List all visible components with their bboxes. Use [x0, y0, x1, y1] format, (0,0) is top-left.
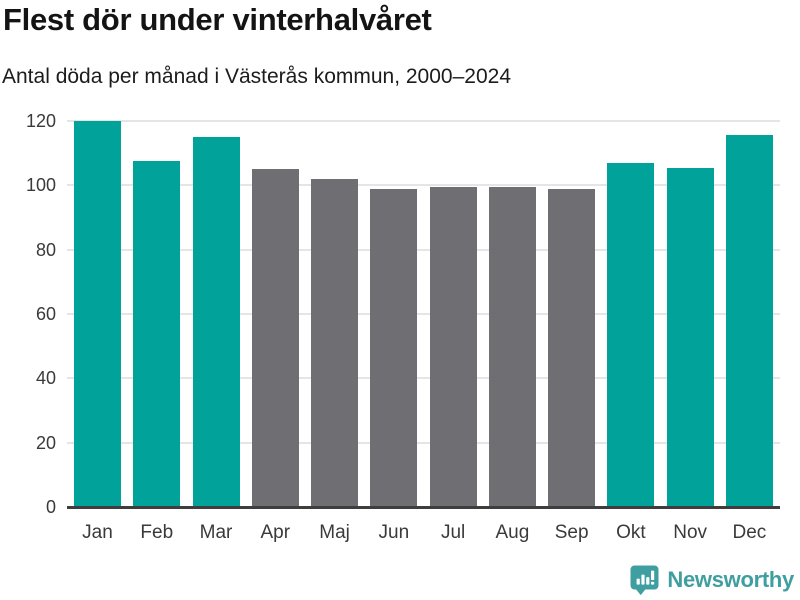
newsworthy-speech-bubble-bar-chart-icon [629, 564, 660, 595]
x-tick-label-feb: Feb [140, 522, 174, 543]
newsworthy-wordmark: Newsworthy [667, 566, 794, 592]
bar-cell-jun: Jun [370, 121, 418, 543]
bar-apr [251, 169, 299, 507]
gridline-100 [67, 184, 780, 187]
x-tick-label-dec: Dec [732, 522, 767, 543]
y-tick-label-0: 0 [45, 497, 56, 517]
bar-nov [666, 167, 714, 507]
bar-dec [725, 135, 773, 507]
x-tick-label-nov: Nov [673, 522, 708, 543]
chart-subtitle: Antal döda per månad i Västerås kommun, … [2, 65, 511, 88]
bar-mar [192, 137, 240, 507]
x-tick-label-okt: Okt [616, 522, 646, 543]
bar-maj [311, 178, 359, 507]
bar-cell-aug: Aug [488, 121, 536, 543]
bars-container: Jan Feb Mar Apr Maj Jun Jul Aug Sep Okt Nov Dec [67, 121, 780, 543]
bar-cell-sep: Sep [548, 121, 596, 543]
bar-sep [548, 188, 596, 507]
x-tick-label-apr: Apr [260, 522, 291, 543]
bar-cell-jul: Jul [429, 121, 477, 543]
bar-cell-jan: Jan [74, 121, 121, 543]
x-axis-line [67, 506, 780, 509]
chart-title: Flest dör under vinterhalvåret [3, 2, 432, 37]
bar-okt [607, 162, 655, 507]
gridline-120 [67, 120, 780, 122]
y-tick-label-80: 80 [35, 239, 56, 260]
gridline-60 [67, 313, 780, 315]
x-tick-label-jun: Jun [378, 522, 410, 543]
bar-cell-okt: Okt [607, 121, 655, 543]
x-tick-label-jan: Jan [82, 522, 113, 543]
y-tick-label-40: 40 [35, 368, 56, 389]
bar-cell-mar: Mar [192, 121, 240, 543]
x-tick-label-aug: Aug [495, 522, 530, 543]
x-tick-label-sep: Sep [554, 522, 589, 543]
bar-cell-nov: Nov [666, 121, 714, 543]
gridline-20 [67, 441, 780, 444]
x-tick-label-mar: Mar [199, 522, 233, 543]
bar-cell-feb: Feb [133, 121, 181, 543]
bar-cell-dec: Dec [725, 121, 773, 543]
y-tick-label-20: 20 [35, 432, 56, 453]
bar-cell-apr: Apr [251, 121, 299, 543]
x-tick-label-maj: Maj [319, 522, 350, 543]
gridline-40 [67, 377, 780, 380]
gridline-80 [67, 248, 780, 251]
y-tick-label-60: 60 [35, 304, 56, 324]
bar-chart: 0 20 40 60 80 100 120 Jan Feb Mar Apr Maj Jun Jul Aug… [0, 112, 800, 543]
plot-area: Jan Feb Mar Apr Maj Jun Jul Aug Sep Okt Nov Dec [67, 120, 780, 543]
bar-jan [74, 121, 121, 507]
y-tick-label-120: 120 [25, 111, 56, 131]
x-tick-label-jul: Jul [440, 522, 466, 543]
y-axis-labels: 0 20 40 60 80 100 120 [0, 112, 56, 516]
y-tick-label-100: 100 [25, 175, 56, 196]
bar-cell-maj: Maj [311, 121, 359, 543]
bar-jul [429, 186, 477, 507]
bar-feb [133, 161, 181, 507]
bar-jun [370, 188, 418, 507]
bar-aug [488, 186, 536, 507]
branding-footer: Newsworthy [629, 564, 794, 595]
